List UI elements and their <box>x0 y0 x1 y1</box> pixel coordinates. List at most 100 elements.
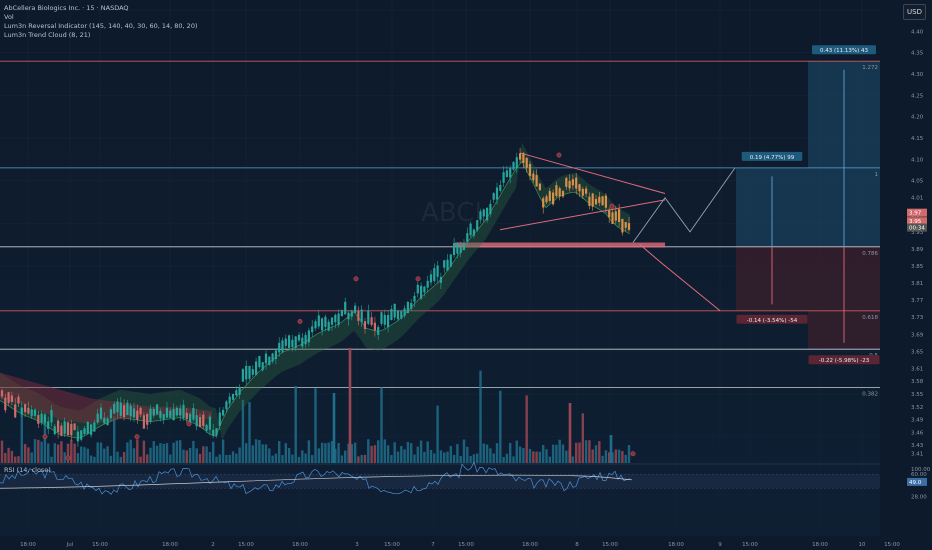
candle-body <box>429 274 433 283</box>
volume-bar <box>73 443 76 463</box>
volume-bar <box>611 452 614 463</box>
reversal-marker <box>65 455 71 461</box>
volume-bar <box>80 446 83 463</box>
volume-bar <box>489 448 492 463</box>
price-tick: 3.93 <box>911 230 924 236</box>
candle-body <box>495 187 499 200</box>
volume-bar <box>126 442 129 463</box>
candle-body <box>581 188 584 196</box>
candle-body <box>73 423 76 431</box>
volume-bar <box>403 449 406 463</box>
volume-bar <box>575 442 578 463</box>
volume-bar <box>162 443 165 463</box>
candle-body <box>350 311 353 317</box>
volume-bar <box>485 444 489 463</box>
candle-body <box>334 314 337 323</box>
volume-bar <box>367 439 370 463</box>
volume-bar <box>462 439 466 463</box>
candle-body <box>198 417 202 427</box>
candle-body <box>387 314 390 327</box>
candle-body <box>624 221 627 228</box>
time-tick: 7 <box>431 542 435 548</box>
symbol-title: AbCellera Biologics Inc. · 15 · NASDAQ <box>4 4 129 12</box>
candle-body <box>410 302 413 309</box>
candle-body <box>594 198 598 205</box>
rsi-ma <box>0 474 633 489</box>
target-label-2: 0.43 (11.13%) 43 <box>820 48 869 54</box>
volume-bar <box>324 443 327 463</box>
stop-label-1: -0.14 (-3.54%) -54 <box>747 318 798 324</box>
time-tick: Jul <box>66 542 74 548</box>
volume-bar <box>393 442 396 463</box>
indicator-vol[interactable]: Vol <box>4 13 14 21</box>
volume-bar <box>268 448 271 463</box>
time-tick: 15:00 <box>238 542 254 548</box>
volume-bar <box>30 452 33 463</box>
candle-body <box>330 317 334 325</box>
price-tick: 4.01 <box>911 196 923 202</box>
trend-cloud <box>0 142 630 441</box>
price-tick: 4.15 <box>911 136 924 142</box>
volume-bar <box>103 448 106 463</box>
currency-button[interactable]: USD <box>903 4 926 20</box>
volume-bar <box>129 439 132 463</box>
volume-bar <box>215 456 218 463</box>
candle-body <box>175 407 178 416</box>
candle-body <box>552 192 555 205</box>
indicator-reversal[interactable]: Lum3n Reversal Indicator (145, 140, 40, … <box>4 22 198 30</box>
volume-bar <box>20 408 23 463</box>
time-tick: 18:00 <box>292 542 308 548</box>
candle-body <box>156 404 159 415</box>
volume-bar <box>221 439 225 463</box>
volume-bar <box>548 456 551 463</box>
volume-bar <box>152 441 155 463</box>
candle-body <box>215 428 218 436</box>
reversal-marker <box>415 276 421 282</box>
volume-bar <box>245 443 248 463</box>
stop-label-2: -0.22 (-5.98%) -23 <box>819 358 870 364</box>
time-tick: 15:00 <box>458 542 474 548</box>
candle-body <box>218 412 221 427</box>
candle-body <box>542 198 545 208</box>
candle-body <box>453 243 456 256</box>
volume-bar <box>558 439 561 463</box>
candle-body <box>443 260 446 268</box>
candle-body <box>212 429 215 436</box>
candle-body <box>7 392 10 403</box>
volume-bar <box>301 450 304 463</box>
candle-body <box>535 175 538 187</box>
indicator-trend-cloud[interactable]: Lum3n Trend Cloud (8, 21) <box>4 31 91 39</box>
volume-bar <box>254 439 258 463</box>
candle-body <box>185 412 188 420</box>
candle-body <box>420 285 423 299</box>
candle-body <box>423 286 426 293</box>
volume-bar <box>33 439 37 463</box>
volume-bar <box>238 447 241 463</box>
candle-body <box>393 303 396 318</box>
candle-body <box>182 404 185 419</box>
candle-body <box>90 424 93 435</box>
rsi-tick: 60.00 <box>911 472 927 478</box>
candle-body <box>132 408 136 418</box>
candle-body <box>231 393 235 400</box>
resistance-trendline <box>519 152 666 194</box>
volume-bar <box>228 454 231 463</box>
volume-bar <box>116 451 119 463</box>
candle-body <box>466 233 469 242</box>
volume-bar <box>509 442 512 463</box>
candle-body <box>565 177 568 187</box>
time-tick: 9 <box>718 542 722 548</box>
candle-body <box>307 330 310 343</box>
candle-body <box>588 196 591 206</box>
candle-body <box>17 396 20 404</box>
rsi-label[interactable]: RSI (14, close) <box>4 466 51 474</box>
candle-body <box>30 409 33 417</box>
fib-label: 0.382 <box>862 392 878 398</box>
candle-body <box>195 415 198 427</box>
candle-body <box>281 340 284 352</box>
volume-bar <box>50 456 53 463</box>
price-tick: 3.65 <box>911 349 924 355</box>
volume-bar <box>136 439 139 463</box>
volume-bar <box>396 451 400 463</box>
